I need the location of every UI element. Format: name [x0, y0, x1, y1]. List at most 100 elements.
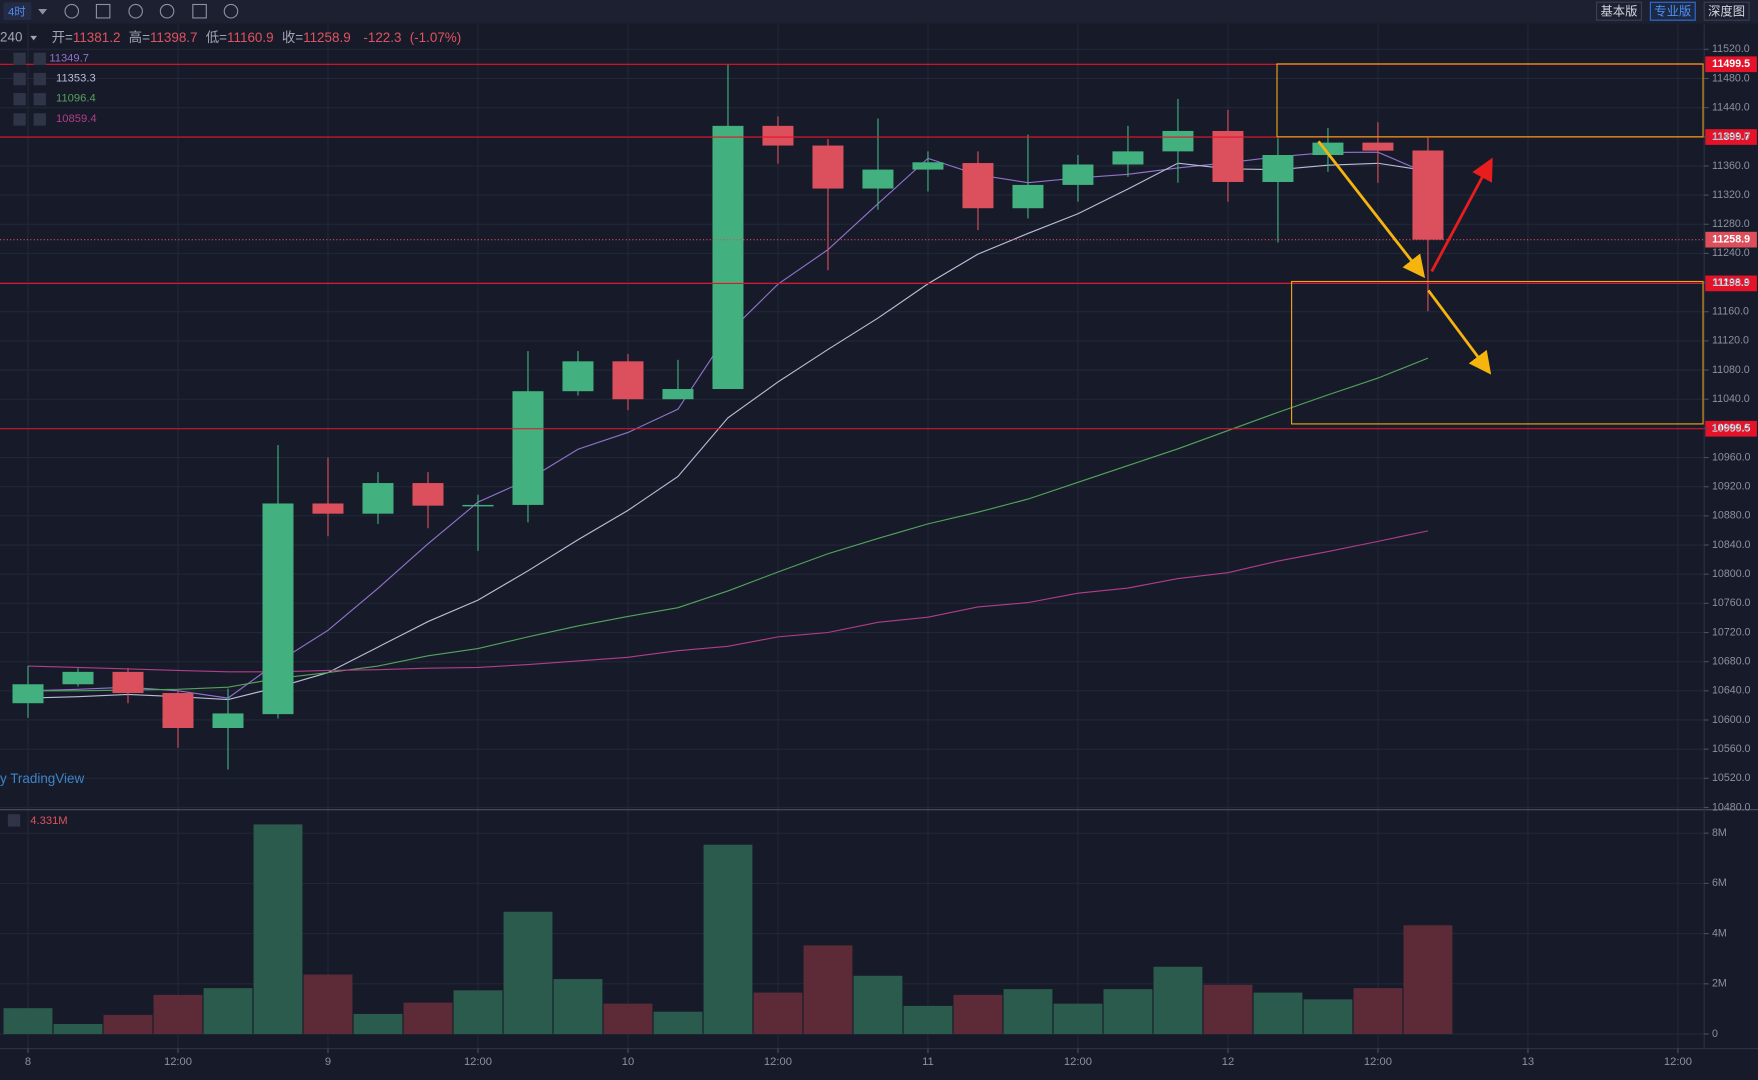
- low-value: 11160.9: [227, 30, 274, 45]
- tool-icon[interactable]: [192, 3, 207, 19]
- volume-bar: [1303, 999, 1353, 1035]
- volume-bar: [853, 975, 903, 1035]
- candle-body: [1112, 151, 1144, 165]
- y-tick-label: 11040.0: [1712, 393, 1750, 405]
- zone-box: [1276, 63, 1704, 138]
- low-label: 低=: [206, 30, 227, 45]
- candle-body: [712, 125, 744, 390]
- candle-body: [762, 125, 794, 146]
- high-label: 高=: [129, 29, 150, 45]
- open-label: 开=: [52, 30, 73, 45]
- y-tick-label: 4M: [1712, 927, 1727, 939]
- y-tick-label: 8M: [1712, 827, 1727, 839]
- volume-bar: [103, 1014, 153, 1035]
- candle-body: [562, 361, 594, 392]
- y-tick-label: 11440.0: [1712, 101, 1750, 113]
- version-button[interactable]: [1595, 1, 1642, 21]
- y-tick-label: 10600.0: [1712, 714, 1751, 726]
- volume-bar: [403, 1002, 453, 1035]
- open-value: 11381.2: [73, 30, 121, 45]
- volume-readout: 4.331M: [30, 815, 67, 827]
- volume-bar: [1153, 966, 1203, 1035]
- volume-bar: [1003, 989, 1053, 1035]
- legend-value: 11349.7: [49, 52, 89, 64]
- y-tick-label: 0: [1712, 1028, 1718, 1040]
- candle-body: [62, 671, 94, 685]
- y-tick-label: 10760.0: [1712, 597, 1751, 609]
- version-button[interactable]: [1649, 1, 1696, 21]
- version-button-label: 专业版: [1654, 4, 1691, 19]
- y-tick-label: 11080.0: [1712, 364, 1750, 376]
- level-tag: [1705, 275, 1757, 292]
- x-tick-label: 9: [325, 1056, 331, 1068]
- ohlc-header: 开=11381.2 高=11398.7 低=11160.9 收=11258.9 …: [52, 29, 462, 45]
- volume-bar: [753, 992, 803, 1035]
- volume-bar: [603, 1003, 653, 1035]
- y-tick-label: 11160.0: [1712, 306, 1749, 318]
- legend-icon[interactable]: [13, 93, 26, 106]
- legend-icon[interactable]: [7, 814, 21, 827]
- candle-body: [212, 713, 244, 729]
- level-label: 11499.5: [1712, 58, 1750, 70]
- volume-bar: [903, 1005, 953, 1035]
- dropdown-icon[interactable]: [38, 8, 48, 15]
- version-button[interactable]: [1703, 1, 1750, 21]
- y-tick-label: 11280.0: [1712, 218, 1750, 230]
- legend-icon[interactable]: [13, 52, 26, 66]
- ma-line: [27, 357, 1429, 692]
- tool-icon[interactable]: [64, 3, 80, 19]
- legend-icon[interactable]: [33, 93, 46, 106]
- toolbar-bg: [0, 0, 1758, 24]
- legend-icon[interactable]: [13, 72, 26, 86]
- y-tick-label: 10640.0: [1712, 685, 1751, 697]
- legend-icon[interactable]: [33, 72, 46, 86]
- candle-body: [962, 163, 994, 209]
- tool-icon[interactable]: [95, 3, 111, 19]
- candle-body: [1262, 155, 1294, 182]
- legend-value: 11096.4: [56, 93, 96, 105]
- interval-text: 4时: [8, 5, 25, 18]
- volume-bar: [3, 1008, 53, 1035]
- candle-body: [862, 169, 894, 189]
- tool-icon[interactable]: [128, 3, 143, 19]
- y-tick-label: 10920.0: [1712, 481, 1751, 493]
- y-tick-label: 10680.0: [1712, 655, 1751, 667]
- zone-box: [1291, 280, 1704, 425]
- legend-value: 10859.4: [56, 113, 96, 125]
- candle-body: [1062, 164, 1094, 185]
- volume-bar: [803, 945, 853, 1035]
- watermark: y TradingView: [0, 771, 84, 786]
- y-tick-label: 10520.0: [1712, 772, 1751, 784]
- x-tick-label: 12:00: [1664, 1056, 1692, 1068]
- moving-averages: [27, 151, 1429, 701]
- ma-legend: 11349.7 11353.3 11096.4 10859.4: [13, 52, 97, 126]
- tool-icon[interactable]: [223, 3, 239, 19]
- candle-body: [262, 503, 294, 715]
- ma-line: [27, 162, 1429, 701]
- y-tick-label: 11200.0: [1712, 276, 1750, 288]
- y-tick-label: 11000.0: [1712, 422, 1750, 434]
- legend-icon[interactable]: [33, 113, 46, 126]
- legend-icon[interactable]: [13, 113, 26, 126]
- y-tick-label: 10960.0: [1712, 451, 1751, 463]
- candle-body: [362, 483, 394, 514]
- level-tag: [1705, 129, 1757, 145]
- legend-icon[interactable]: [33, 52, 46, 66]
- close-label: 收=: [282, 30, 303, 45]
- volume-bar: [353, 1013, 403, 1035]
- candle-body: [512, 391, 544, 505]
- x-tick-label: 8: [25, 1056, 31, 1068]
- candle-body: [812, 145, 844, 189]
- arrow: [1317, 140, 1426, 279]
- candle-body: [412, 483, 444, 506]
- y-tick-label: 10560.0: [1712, 743, 1751, 755]
- arrow: [1430, 157, 1493, 273]
- candle-body: [162, 693, 194, 729]
- interval-button[interactable]: [3, 2, 32, 21]
- volume-bar: [203, 988, 253, 1035]
- y-tick-label: 10720.0: [1712, 626, 1751, 638]
- y-tick-label: 10880.0: [1712, 510, 1751, 522]
- dropdown-icon[interactable]: [30, 35, 37, 41]
- y-tick-label: 11320.0: [1712, 189, 1750, 201]
- tool-icon[interactable]: [159, 3, 175, 19]
